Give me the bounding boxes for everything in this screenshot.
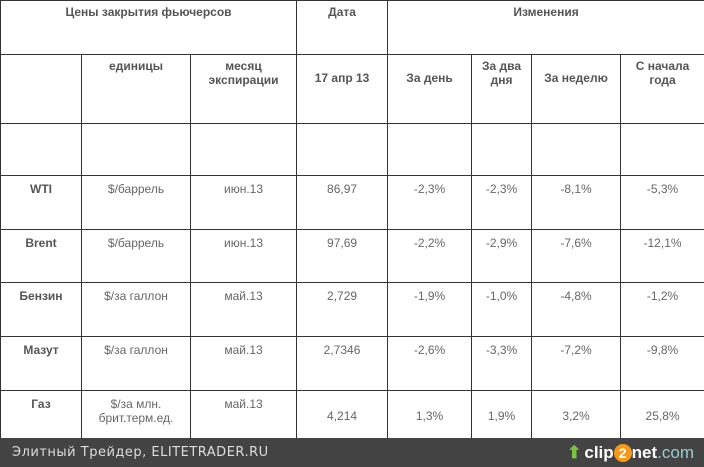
footer: Элитный Трейдер, ELITETRADER.RU ⬆ clip 2 ne… (0, 438, 704, 467)
header-empty (0, 54, 82, 124)
table-row: Мазут $/за галлон май.13 2,7346 -2,6% -3,3% -7… (0, 336, 704, 391)
header-units: единицы (81, 54, 191, 124)
cell-ytd: -5,3% (620, 175, 704, 230)
cell-unit: $/за галлон (81, 282, 191, 337)
cell-name: WTI (0, 175, 82, 230)
cell-day: -2,3% (387, 175, 473, 230)
futures-table: Цены закрытия фьючерсов Дата Изменения е… (0, 0, 704, 439)
cell-unit: $/за млн. брит.терм.ед. (81, 390, 191, 439)
cell-price: 97,69 (296, 229, 389, 283)
cell-price: 86,97 (296, 175, 389, 230)
cell-day: -2,6% (387, 336, 473, 391)
header-month: месяц экспирации (189, 54, 298, 124)
cell-ytd: -1,2% (620, 282, 704, 337)
cell-day: -1,9% (387, 282, 473, 337)
cell-name: Мазут (0, 336, 82, 391)
cell-price: 4,214 (296, 390, 389, 439)
header-day: За день (387, 54, 473, 124)
upload-arrow-icon: ⬆ (567, 443, 582, 462)
cell-name: Brent (0, 229, 82, 283)
cell-name: Газ (0, 390, 82, 439)
cell-price: 2,729 (296, 282, 389, 337)
cell-unit: $/баррель (81, 229, 191, 283)
table-row: Газ $/за млн. брит.терм.ед. май.13 4,214 1,3… (0, 390, 704, 439)
table-row: WTI $/баррель июн.13 86,97 -2,3% -2,3% -8,1% -5… (0, 175, 704, 230)
header-two-days: За два дня (471, 54, 533, 124)
cell-price: 2,7346 (296, 336, 389, 391)
table-row: Бензин $/за галлон май.13 2,729 -1,9% -1,0% -4… (0, 282, 704, 337)
cell-month: май.13 (189, 336, 298, 391)
cell-ytd: 25,8% (620, 390, 704, 439)
header-changes: Изменения (387, 0, 704, 55)
header-date-value: 17 апр 13 (296, 54, 389, 124)
cell-unit: $/баррель (81, 175, 191, 230)
footer-text: Элитный Трейдер, ELITETRADER.RU (12, 445, 269, 460)
cell-day: -2,2% (387, 229, 473, 283)
cell-month: май.13 (189, 390, 298, 439)
cell-ytd: -9,8% (620, 336, 704, 391)
cell-two: 1,9% (471, 390, 533, 439)
cell-unit: $/за галлон (81, 336, 191, 391)
cell-two: -3,3% (471, 336, 533, 391)
cell-month: июн.13 (189, 229, 298, 283)
cell-name: Бензин (0, 282, 82, 337)
cell-week: 3,2% (531, 390, 622, 439)
cell-day: 1,3% (387, 390, 473, 439)
table-row: Brent $/баррель июн.13 97,69 -2,2% -2,9% -7,6%… (0, 229, 704, 283)
header-title: Цены закрытия фьючерсов (0, 0, 298, 55)
cell-month: июн.13 (189, 175, 298, 230)
header-ytd: С начала года (620, 54, 704, 124)
cell-two: -2,9% (471, 229, 533, 283)
header-date: Дата (296, 0, 389, 55)
clip2net-logo: ⬆ clip 2 net.com (567, 443, 694, 462)
cell-week: -4,8% (531, 282, 622, 337)
cell-week: -7,2% (531, 336, 622, 391)
cell-ytd: -12,1% (620, 229, 704, 283)
cell-two: -2,3% (471, 175, 533, 230)
cell-two: -1,0% (471, 282, 533, 337)
cell-month: май.13 (189, 282, 298, 337)
header-week: За неделю (531, 54, 622, 124)
cell-week: -7,6% (531, 229, 622, 283)
cell-week: -8,1% (531, 175, 622, 230)
